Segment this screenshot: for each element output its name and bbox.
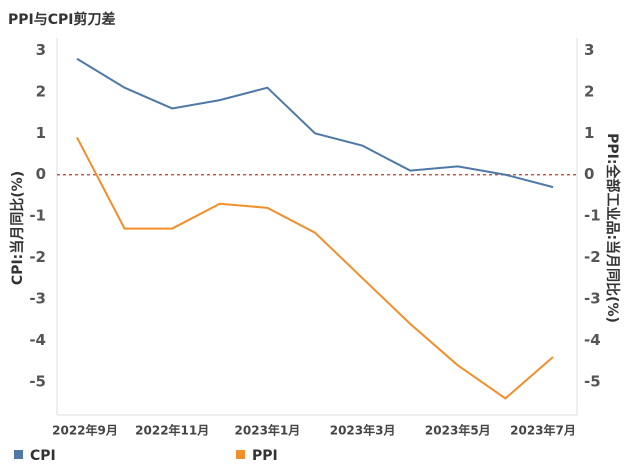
y-tick-label: 2 bbox=[36, 82, 46, 100]
x-tick-label: 2022年11月 bbox=[135, 423, 209, 438]
y2-tick-label: 0 bbox=[584, 165, 594, 183]
y2-tick-label: -3 bbox=[584, 290, 601, 308]
y-axis-title: CPI:当月同比(%) bbox=[9, 171, 26, 285]
y-tick-label: -1 bbox=[29, 207, 46, 225]
y2-tick-label: -2 bbox=[584, 248, 601, 266]
y-tick-label: -3 bbox=[29, 290, 46, 308]
y2-tick-label: -1 bbox=[584, 207, 601, 225]
legend-swatch bbox=[14, 450, 23, 459]
legend-swatch bbox=[236, 450, 245, 459]
y-tick-label: -2 bbox=[29, 248, 46, 266]
y2-axis-title: PPI:全部工业品:当月同比(%) bbox=[604, 133, 621, 323]
y2-tick-label: 1 bbox=[584, 124, 594, 142]
y2-tick-label: -4 bbox=[584, 331, 601, 349]
y-tick-label: -5 bbox=[29, 372, 46, 390]
legend-label: PPI bbox=[252, 448, 278, 464]
y2-tick-label: -5 bbox=[584, 372, 601, 390]
x-tick-label: 2023年5月 bbox=[425, 423, 491, 438]
y-tick-label: 0 bbox=[36, 165, 46, 183]
series-line bbox=[76, 136, 554, 400]
y-tick-label: 3 bbox=[36, 41, 46, 59]
y2-tick-label: 2 bbox=[584, 82, 594, 100]
x-tick-label: 2022年9月 bbox=[52, 423, 118, 438]
y-tick-label: -4 bbox=[29, 331, 46, 349]
x-tick-label: 2023年3月 bbox=[330, 423, 396, 438]
x-tick-label: 2023年1月 bbox=[235, 423, 301, 438]
y2-tick-label: 3 bbox=[584, 41, 594, 59]
legend-label: CPI bbox=[30, 448, 56, 464]
chart-title: PPI与CPI剪刀差 bbox=[8, 11, 115, 28]
y-tick-label: 1 bbox=[36, 124, 46, 142]
x-tick-label: 2023年7月 bbox=[510, 423, 576, 438]
series-line bbox=[76, 57, 554, 189]
